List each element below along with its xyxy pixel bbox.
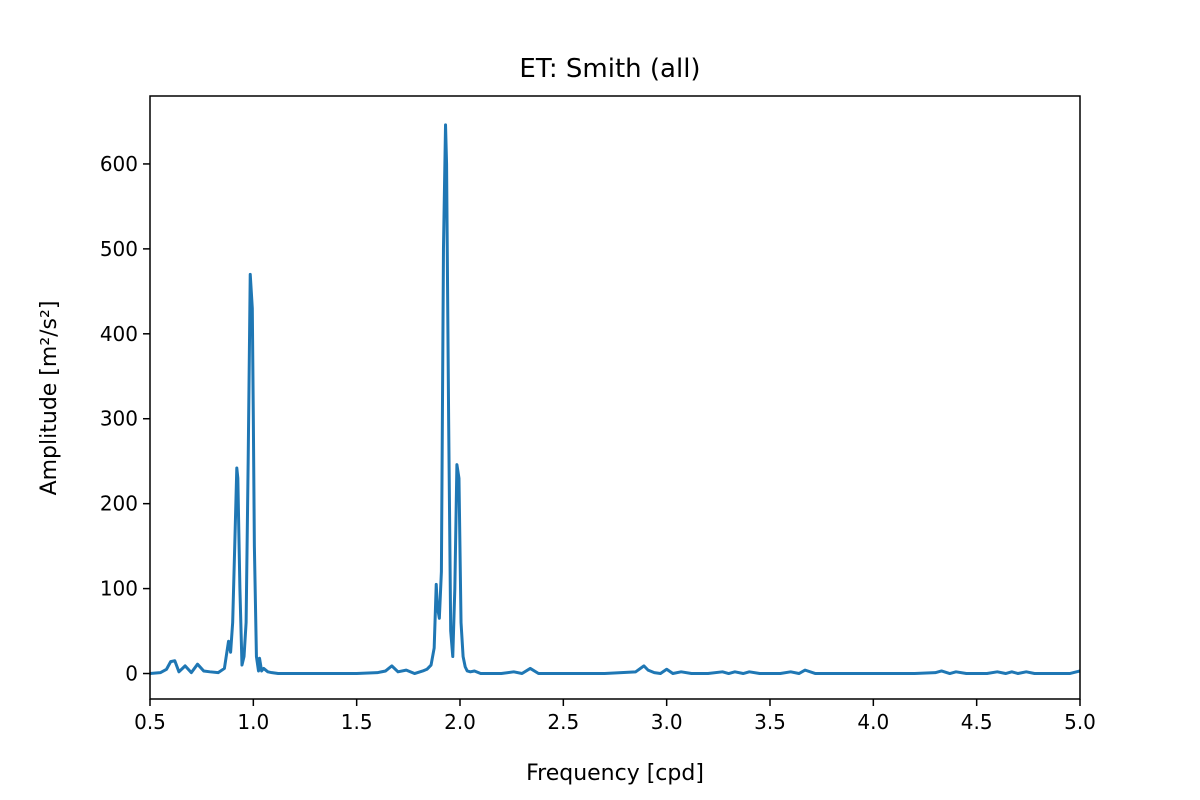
plot-frame	[149, 95, 1081, 700]
x-tick-label: 4.0	[857, 710, 889, 734]
chart-title: ET: Smith (all)	[519, 54, 700, 84]
x-tick-label: 4.5	[961, 710, 993, 734]
y-tick-label: 400	[100, 322, 138, 346]
y-tick-label: 500	[100, 237, 138, 261]
x-tick-label: 3.0	[651, 710, 683, 734]
y-tick-label: 0	[125, 662, 138, 686]
y-tick-label: 600	[100, 152, 138, 176]
x-tick-label: 0.5	[134, 710, 166, 734]
x-tick-label: 1.5	[341, 710, 373, 734]
y-axis: 0 100 200 300 400 500 600	[100, 152, 150, 686]
x-tick-label: 1.0	[237, 710, 269, 734]
x-tick-label: 3.5	[754, 710, 786, 734]
x-tick-label: 2.5	[547, 710, 579, 734]
plot-area	[149, 95, 1081, 700]
x-tick-label: 5.0	[1064, 710, 1096, 734]
series-line-amplitude	[150, 123, 1080, 676]
y-tick-label: 100	[100, 577, 138, 601]
x-tick-label: 2.0	[444, 710, 476, 734]
x-axis-label: Frequency [cpd]	[526, 761, 704, 786]
x-axis: 0.5 1.0 1.5 2.0 2.5 3.0 3.5 4.0 4.5 5.0	[134, 699, 1096, 734]
y-tick-label: 300	[100, 407, 138, 431]
y-axis-label: Amplitude [m²/s²]	[37, 301, 62, 496]
y-tick-label: 200	[100, 492, 138, 516]
